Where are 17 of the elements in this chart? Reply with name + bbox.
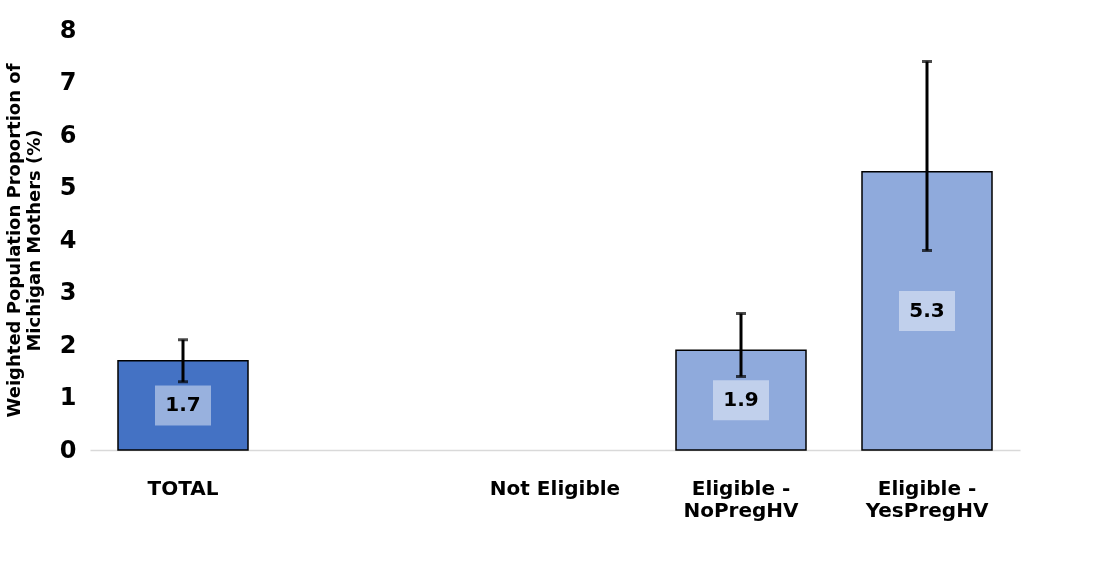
data-label: 5.3: [909, 297, 945, 322]
y-tick-label: 7: [59, 68, 77, 96]
data-label: 1.9: [723, 387, 759, 412]
x-tick-label: Eligible - YesPregHV: [864, 475, 989, 522]
y-tick-label: 2: [59, 330, 77, 359]
y-tick-label: 6: [59, 120, 77, 149]
y-tick-label: 5: [59, 173, 77, 201]
y-tick-label: 8: [59, 15, 77, 44]
x-tick-label: TOTAL: [147, 475, 219, 500]
x-tick-label: Eligible - NoPregHV: [683, 475, 800, 522]
y-tick-label: 1: [59, 383, 77, 411]
data-label: 1.7: [165, 392, 201, 417]
y-tick-label: 0: [59, 435, 77, 464]
y-tick-label: 3: [59, 278, 77, 306]
y-tick-label: 4: [59, 225, 77, 254]
y-axis-title: Weighted Population Proportion of Michigan Mothers (%): [2, 63, 44, 418]
x-tick-label: Not Eligible: [489, 475, 621, 500]
